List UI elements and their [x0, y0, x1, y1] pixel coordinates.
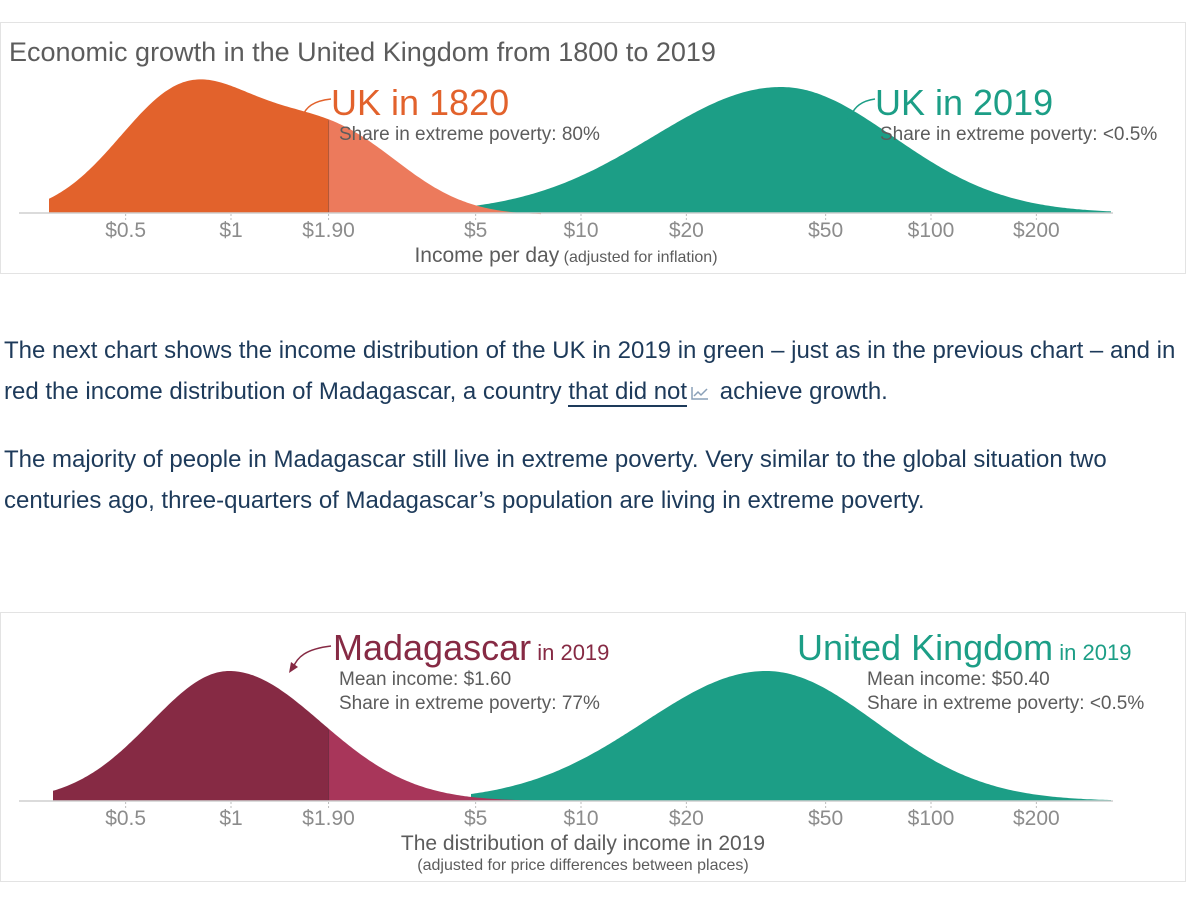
chart2-series-year-madagascar: in 2019 [531, 640, 609, 665]
chart2-tick-label-50: $50 [808, 807, 843, 830]
chart2-tick-label-200: $200 [1013, 807, 1060, 830]
chart1-tick-label-1-90: $1.90 [302, 219, 355, 242]
chart2-series-detail-madagascar-2: Share in extreme poverty: 77% [339, 693, 600, 714]
chart2-tick-label-100: $100 [908, 807, 955, 830]
uk-growth-chart: Economic growth in the United Kingdom fr… [0, 22, 1186, 274]
chart2-x-axis-label-main: The distribution of daily income in 2019 [401, 832, 765, 855]
chart1-tick-label-10: $10 [563, 219, 598, 242]
article-paragraph-2: The majority of people in Madagascar sti… [4, 446, 1107, 514]
chart1-tick-label-20: $20 [669, 219, 704, 242]
chart2-series-detail-madagascar-1: Mean income: $1.60 [339, 669, 511, 690]
chart2-arrow-head-madagascar [289, 662, 298, 673]
chart1-tick-label-0-5: $0.5 [105, 219, 146, 242]
chart2-tick-label-1-90: $1.90 [302, 807, 355, 830]
article-paragraph-1: The next chart shows the income distribu… [4, 330, 1184, 412]
chart1-arrow-head-uk-in-2019 [847, 109, 856, 119]
chart1-series-label-uk-in-2019: UK in 2019 [875, 82, 1053, 123]
chart1-series-detail-uk-in-2019-1: Share in extreme poverty: <0.5% [880, 124, 1157, 145]
chart2-series-detail-united-kingdom-1: Mean income: $50.40 [867, 669, 1050, 690]
chart1-x-axis-label-main: Income per day [414, 244, 559, 267]
chart1-series-uk-in-1820-area-below-poverty-line [49, 79, 329, 213]
chart2-series-year-united-kingdom: in 2019 [1053, 640, 1131, 665]
chart1-title: Economic growth in the United Kingdom fr… [9, 37, 716, 67]
chart2-series-name-madagascar: Madagascar [333, 627, 531, 668]
madagascar-uk-chart-svg: $0.5 $1 $1.90 $5 $10 $20 $50 $100 $200 The distri… [19, 627, 1144, 874]
chart1-tick-label-50: $50 [808, 219, 843, 242]
chart1-tick-label-200: $200 [1013, 219, 1060, 242]
chart2-tick-label-1: $1 [219, 807, 242, 830]
chart2-tick-label-10: $10 [563, 807, 598, 830]
paragraph-1-text-before: The next chart shows the income distribu… [4, 337, 1176, 405]
chart2-tick-label-5: $5 [464, 807, 487, 830]
chart2-series-madagascar-area-below-poverty-line [53, 671, 329, 801]
chart1-series-name-uk-in-1820: UK in 1820 [331, 82, 509, 123]
chart1-x-axis-label: Income per day (adjusted for inflation) [414, 244, 717, 267]
chart2-series-madagascar-area-above-poverty-line [328, 728, 546, 801]
line-chart-icon[interactable] [691, 386, 709, 400]
chart1-arrow-head-uk-in-1820 [298, 111, 307, 121]
paragraph-1-text-after: achieve growth. [713, 378, 888, 405]
madagascar-uk-chart: $0.5 $1 $1.90 $5 $10 $20 $50 $100 $200 The distri… [0, 612, 1186, 882]
chart2-series-united-kingdom-area [471, 671, 1111, 801]
chart2-x-axis-label: The distribution of daily income in 2019 [401, 832, 765, 855]
chart2-series-label-madagascar: Madagascar in 2019 [333, 627, 609, 668]
chart1-tick-label-1: $1 [219, 219, 242, 242]
chart1-series-uk-in-1820-area-above-poverty-line [328, 119, 541, 215]
chart1-series-detail-uk-in-1820-1: Share in extreme poverty: 80% [339, 124, 600, 145]
chart1-tick-label-100: $100 [908, 219, 955, 242]
chart2-tick-label-0-5: $0.5 [105, 807, 146, 830]
chart1-tick-label-5: $5 [464, 219, 487, 242]
chart2-arrow-madagascar [292, 645, 332, 669]
chart1-x-axis-label-note: (adjusted for inflation) [559, 249, 717, 266]
chart1-series-uk-in-2019-area [441, 87, 1111, 213]
chart1-series-label-uk-in-1820: UK in 1820 [331, 82, 509, 123]
chart2-tick-label-20: $20 [669, 807, 704, 830]
chart2-x-axis-label-note: (adjusted for price differences between … [417, 857, 748, 874]
uk-growth-chart-svg: Economic growth in the United Kingdom fr… [9, 37, 1157, 267]
chart1-series-name-uk-in-2019: UK in 2019 [875, 82, 1053, 123]
chart2-series-detail-united-kingdom-2: Share in extreme poverty: <0.5% [867, 693, 1144, 714]
that-did-not-link[interactable]: that did not [568, 378, 688, 407]
chart2-series-label-united-kingdom: United Kingdom in 2019 [797, 627, 1131, 668]
chart2-series-name-united-kingdom: United Kingdom [797, 627, 1053, 668]
